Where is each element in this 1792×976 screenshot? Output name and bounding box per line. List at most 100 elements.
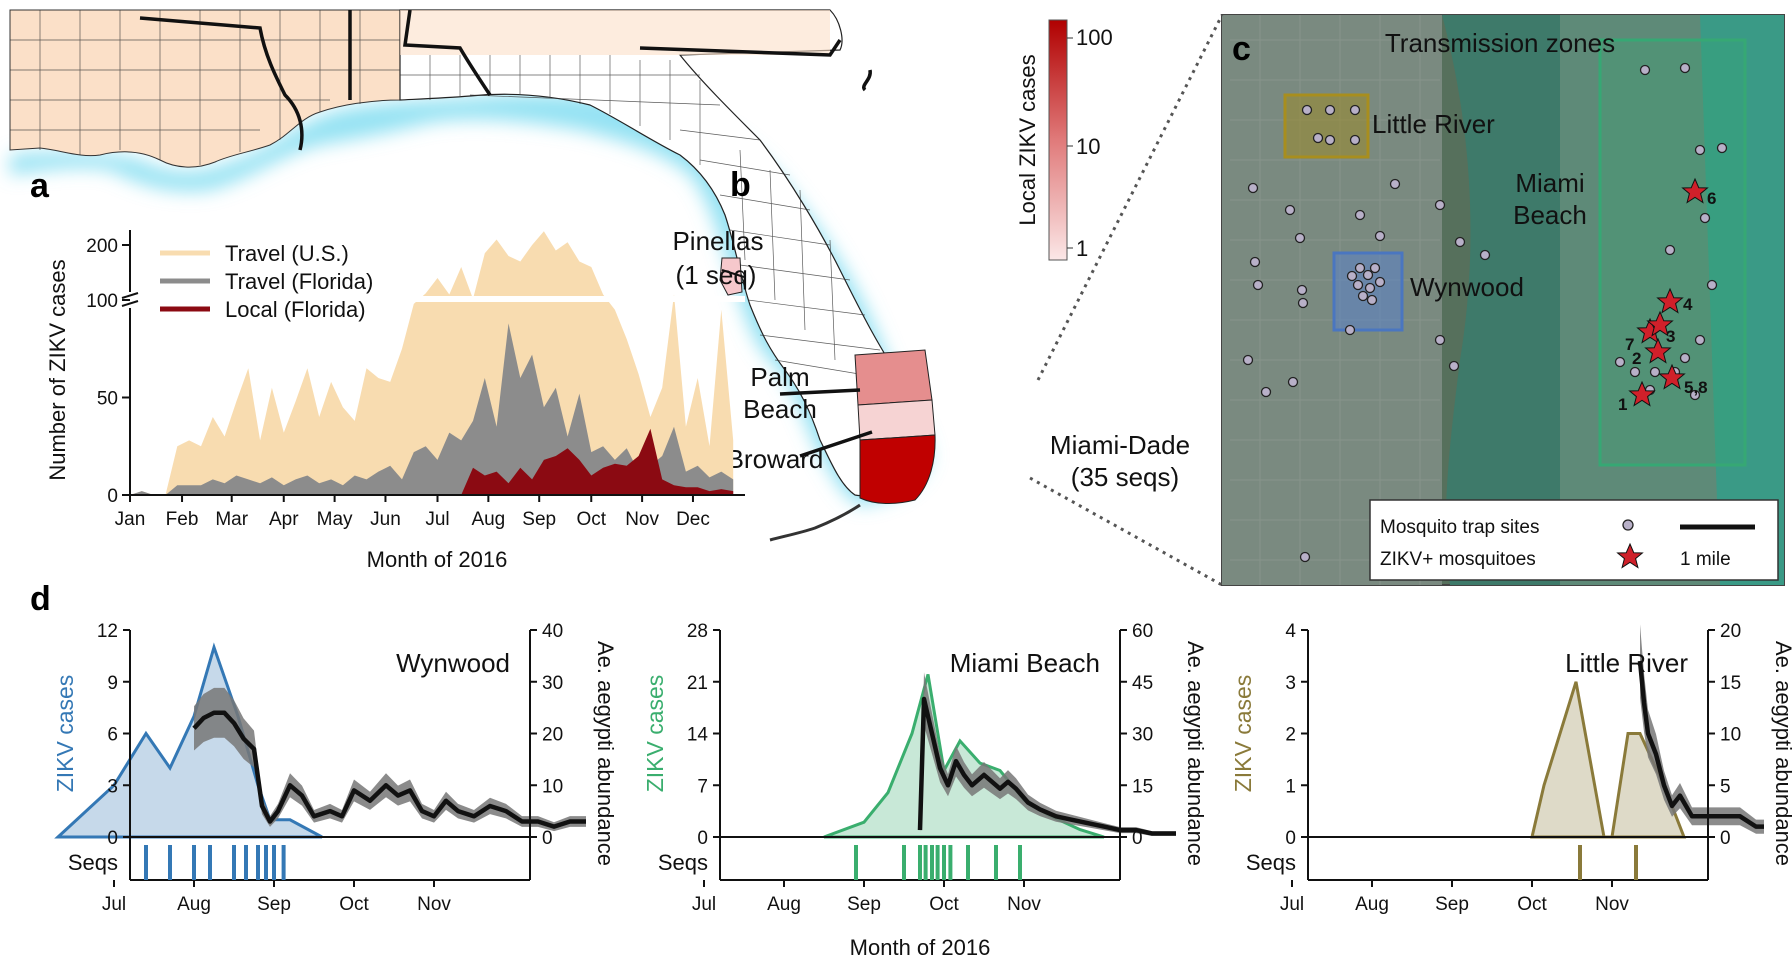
y-tick-label: 7 bbox=[697, 776, 708, 797]
colorbar-tick-1: 1 bbox=[1076, 236, 1088, 261]
x-tick-label: Jul bbox=[1280, 894, 1304, 915]
y-tick-label: 0 bbox=[697, 828, 708, 849]
y-tick-label: 100 bbox=[86, 291, 118, 312]
x-tick-label: Oct bbox=[339, 894, 369, 915]
y-axis-title: ZIKV cases bbox=[642, 675, 668, 793]
y-tick-label: 3 bbox=[1285, 673, 1296, 694]
legend-trap: Mosquito trap sites bbox=[1380, 517, 1539, 538]
series-area-1 bbox=[130, 323, 734, 495]
florida-map bbox=[9, 9, 936, 542]
x-tick-label: Oct bbox=[929, 894, 959, 915]
series-area-2 bbox=[461, 428, 734, 495]
y-right-tick-label: 0 bbox=[1132, 828, 1143, 849]
colorbar-title: Local ZIKV cases bbox=[1015, 54, 1040, 225]
y-right-tick-label: 5 bbox=[1720, 776, 1731, 797]
abundance-line bbox=[192, 710, 586, 829]
legend-label: Travel (U.S.) bbox=[225, 241, 349, 266]
x-tick-label: Jan bbox=[115, 509, 146, 530]
label-broward: Broward bbox=[727, 444, 824, 474]
y-tick-label: 12 bbox=[97, 621, 118, 642]
y-tick-label: 9 bbox=[107, 673, 118, 694]
chart-title: Little River bbox=[1565, 648, 1688, 678]
map-c-title: Transmission zones bbox=[1385, 28, 1615, 58]
abundance-band bbox=[194, 687, 586, 832]
x-tick-label: Oct bbox=[576, 509, 606, 530]
panel-label-d: d bbox=[30, 580, 51, 618]
star-label-58: 5,8 bbox=[1684, 378, 1708, 397]
chart-d-little-river: 0 1 2 3 4 0 5 10 15 20 Jul Aug Sep Oct Nov Seqs Little R… bbox=[1230, 621, 1792, 915]
panel-label-c: c bbox=[1232, 30, 1251, 68]
zone-wynwood: Wynwood bbox=[1410, 272, 1524, 302]
x-tick-label: Nov bbox=[625, 509, 659, 530]
y-tick-label: 28 bbox=[687, 621, 708, 642]
y-tick-label: 200 bbox=[86, 236, 118, 257]
y-tick-label: 1 bbox=[1285, 776, 1296, 797]
x-tick-label: Nov bbox=[417, 894, 451, 915]
colorbar-tick-100: 100 bbox=[1076, 25, 1113, 50]
label-beach: Beach bbox=[743, 394, 817, 424]
y-axis-title: ZIKV cases bbox=[52, 675, 78, 793]
x-tick-label: Sep bbox=[522, 509, 556, 530]
x-tick-label: Jul bbox=[425, 509, 449, 530]
colorbar-tick-10: 10 bbox=[1076, 134, 1100, 159]
y-right-tick-label: 45 bbox=[1132, 673, 1153, 694]
zone-little-river: Little River bbox=[1372, 109, 1495, 139]
x-tick-label: Oct bbox=[1517, 894, 1547, 915]
label-miami-dade: Miami-Dade bbox=[1050, 430, 1190, 460]
legend-label: Travel (Florida) bbox=[225, 269, 373, 294]
abundance-line bbox=[917, 696, 1176, 836]
x-tick-label: Sep bbox=[257, 894, 291, 915]
abundance-line bbox=[1637, 660, 1764, 829]
chart-title: Wynwood bbox=[396, 648, 510, 678]
y-right-tick-label: 60 bbox=[1132, 621, 1153, 642]
x-tick-label: Aug bbox=[1355, 894, 1389, 915]
x-tick-label: Aug bbox=[177, 894, 211, 915]
zone-miami-1: Miami bbox=[1515, 168, 1584, 198]
chart-d-miami-beach: 0 7 14 21 28 0 15 30 45 60 Jul Aug Sep Oct Nov Seqs Miam… bbox=[642, 621, 1208, 960]
cases-area bbox=[54, 642, 323, 839]
y-tick-label: 6 bbox=[107, 725, 118, 746]
label-palm: Palm bbox=[750, 362, 809, 392]
seqs-label: Seqs bbox=[1246, 850, 1296, 875]
y-right-axis-title: Ae. aegypti abundance bbox=[593, 641, 618, 866]
seqs-label: Seqs bbox=[658, 850, 708, 875]
chart-title: Miami Beach bbox=[950, 648, 1100, 678]
y-tick-label: 0 bbox=[107, 486, 118, 507]
y-right-tick-label: 0 bbox=[542, 828, 553, 849]
x-tick-label: Sep bbox=[1435, 894, 1469, 915]
panel-label-a: a bbox=[30, 167, 50, 205]
x-tick-label: Jun bbox=[370, 509, 401, 530]
y-right-tick-label: 15 bbox=[1720, 673, 1741, 694]
transmission-map bbox=[1221, 14, 1785, 586]
cases-area bbox=[823, 674, 1105, 839]
axis-break-band bbox=[410, 296, 745, 302]
y-tick-label: 3 bbox=[107, 776, 118, 797]
x-tick-label: Nov bbox=[1595, 894, 1629, 915]
star-label-2: 2 bbox=[1632, 349, 1641, 368]
x-tick-label: Jul bbox=[692, 894, 716, 915]
star-label-7: 7 bbox=[1625, 335, 1634, 354]
y-right-tick-label: 20 bbox=[542, 725, 563, 746]
x-tick-label: Dec bbox=[676, 509, 710, 530]
chart-a: 0 50 100 200 Jan Feb Mar Apr May Jun Jul Aug Sep Oct N… bbox=[45, 230, 745, 572]
x-axis-title: Month of 2016 bbox=[850, 935, 991, 960]
legend-scale: 1 mile bbox=[1680, 549, 1731, 570]
y-right-tick-label: 10 bbox=[1720, 725, 1741, 746]
x-tick-label: Sep bbox=[847, 894, 881, 915]
star-label-1: 1 bbox=[1618, 395, 1627, 414]
label-miami-seq: (35 seqs) bbox=[1071, 462, 1179, 492]
x-axis-title: Month of 2016 bbox=[367, 547, 508, 572]
x-tick-label: Aug bbox=[767, 894, 801, 915]
y-right-axis-title: Ae. aegypti abundance bbox=[1771, 641, 1792, 866]
star-label-6: 6 bbox=[1707, 189, 1716, 208]
y-tick-label: 0 bbox=[1285, 828, 1296, 849]
y-tick-label: 21 bbox=[687, 673, 708, 694]
y-right-tick-label: 30 bbox=[1132, 725, 1153, 746]
panel-label-b: b bbox=[730, 166, 751, 204]
y-right-tick-label: 30 bbox=[542, 673, 563, 694]
x-tick-label: Feb bbox=[166, 509, 199, 530]
legend-label: Local (Florida) bbox=[225, 297, 366, 322]
label-pinellas: Pinellas bbox=[672, 226, 763, 256]
y-tick-label: 0 bbox=[107, 828, 118, 849]
